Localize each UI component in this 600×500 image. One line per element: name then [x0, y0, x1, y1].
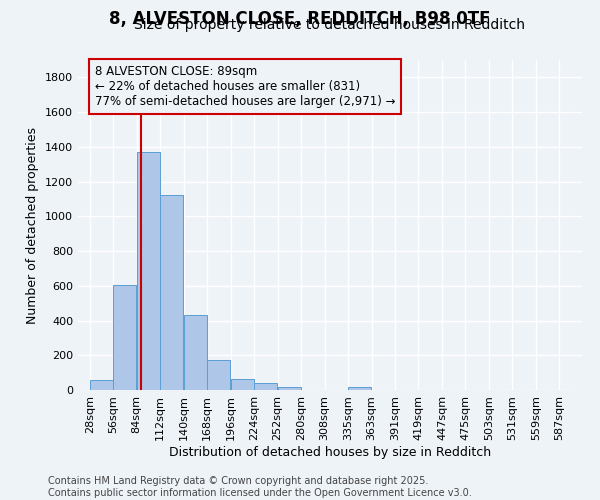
Bar	[231, 378, 254, 390]
Bar	[90, 380, 113, 390]
Bar	[348, 386, 371, 390]
Text: 8, ALVESTON CLOSE, REDDITCH, B98 0TF: 8, ALVESTON CLOSE, REDDITCH, B98 0TF	[109, 10, 491, 28]
Y-axis label: Number of detached properties: Number of detached properties	[26, 126, 40, 324]
Text: 8 ALVESTON CLOSE: 89sqm
← 22% of detached houses are smaller (831)
77% of semi-d: 8 ALVESTON CLOSE: 89sqm ← 22% of detache…	[95, 65, 395, 108]
Bar	[160, 194, 184, 390]
Bar	[278, 386, 301, 390]
Bar	[208, 360, 230, 390]
Text: Contains HM Land Registry data © Crown copyright and database right 2025.
Contai: Contains HM Land Registry data © Crown c…	[48, 476, 472, 498]
Bar	[137, 152, 160, 390]
Title: Size of property relative to detached houses in Redditch: Size of property relative to detached ho…	[134, 18, 526, 32]
X-axis label: Distribution of detached houses by size in Redditch: Distribution of detached houses by size …	[169, 446, 491, 458]
Bar	[254, 383, 277, 390]
Bar	[113, 285, 136, 390]
Bar	[184, 316, 207, 390]
